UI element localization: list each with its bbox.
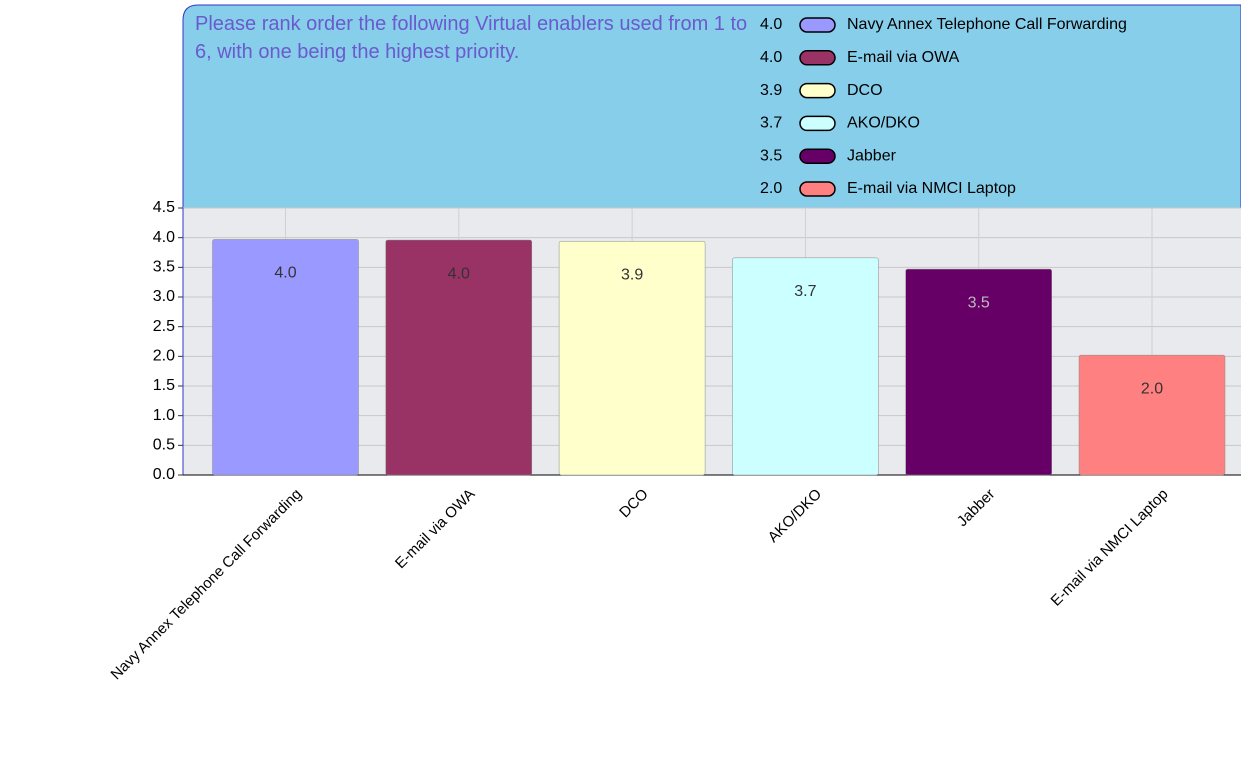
x-tick-label: Jabber — [954, 486, 998, 530]
legend-label: DCO — [847, 82, 883, 99]
legend-swatch — [799, 148, 836, 164]
x-tick-label: AKO/DKO — [765, 486, 825, 546]
header-panel — [182, 4, 1241, 209]
y-tick-label: 2.0 — [153, 348, 175, 365]
legend-swatch — [799, 50, 836, 66]
bar — [558, 240, 706, 476]
x-tick-label: E-mail via OWA — [392, 486, 478, 572]
legend-value: 3.5 — [760, 147, 782, 164]
value-label: 4.0 — [448, 265, 470, 282]
value-label: 2.0 — [1141, 380, 1163, 397]
y-tick-label: 4.5 — [153, 199, 175, 216]
x-tick-label: DCO — [616, 486, 652, 522]
plot-area — [183, 208, 1241, 475]
bar — [385, 239, 533, 476]
legend-label: E-mail via NMCI Laptop — [847, 180, 1016, 197]
legend-value: 2.0 — [760, 180, 782, 197]
y-tick-label: 3.0 — [153, 288, 175, 305]
legend-swatch — [799, 115, 836, 132]
value-label: 3.5 — [968, 294, 990, 311]
y-tick-label: 3.5 — [153, 259, 175, 276]
legend-label: AKO/DKO — [847, 115, 920, 132]
legend-value: 3.9 — [760, 82, 782, 99]
y-tick-label: 0.0 — [153, 466, 175, 483]
bar — [212, 239, 359, 476]
legend-value: 4.0 — [760, 49, 782, 66]
value-label: 3.7 — [794, 283, 816, 300]
legend-swatch — [799, 82, 836, 99]
legend-label: Navy Annex Telephone Call Forwarding — [847, 16, 1127, 33]
legend-label: Jabber — [847, 147, 897, 164]
x-tick-label: E-mail via NMCI Laptop — [1048, 486, 1172, 610]
bar — [1078, 354, 1226, 476]
x-tick-label: Navy Annex Telephone Call Forwarding — [108, 486, 306, 684]
value-label: 3.9 — [621, 266, 643, 283]
legend-swatch — [799, 17, 836, 33]
legend-value: 3.7 — [760, 115, 782, 132]
y-tick-label: 0.5 — [153, 437, 175, 454]
legend-value: 4.0 — [760, 16, 782, 33]
bar — [905, 268, 1052, 476]
y-tick-label: 2.5 — [153, 318, 175, 335]
bar — [732, 257, 879, 476]
chart-title: Please rank order the following Virtual … — [195, 13, 748, 63]
value-label: 4.0 — [274, 265, 296, 282]
legend-label: E-mail via OWA — [847, 49, 960, 66]
y-tick-label: 4.0 — [153, 229, 175, 246]
y-tick-label: 1.0 — [153, 407, 175, 424]
legend-swatch — [799, 181, 836, 197]
y-tick-label: 1.5 — [153, 377, 175, 394]
